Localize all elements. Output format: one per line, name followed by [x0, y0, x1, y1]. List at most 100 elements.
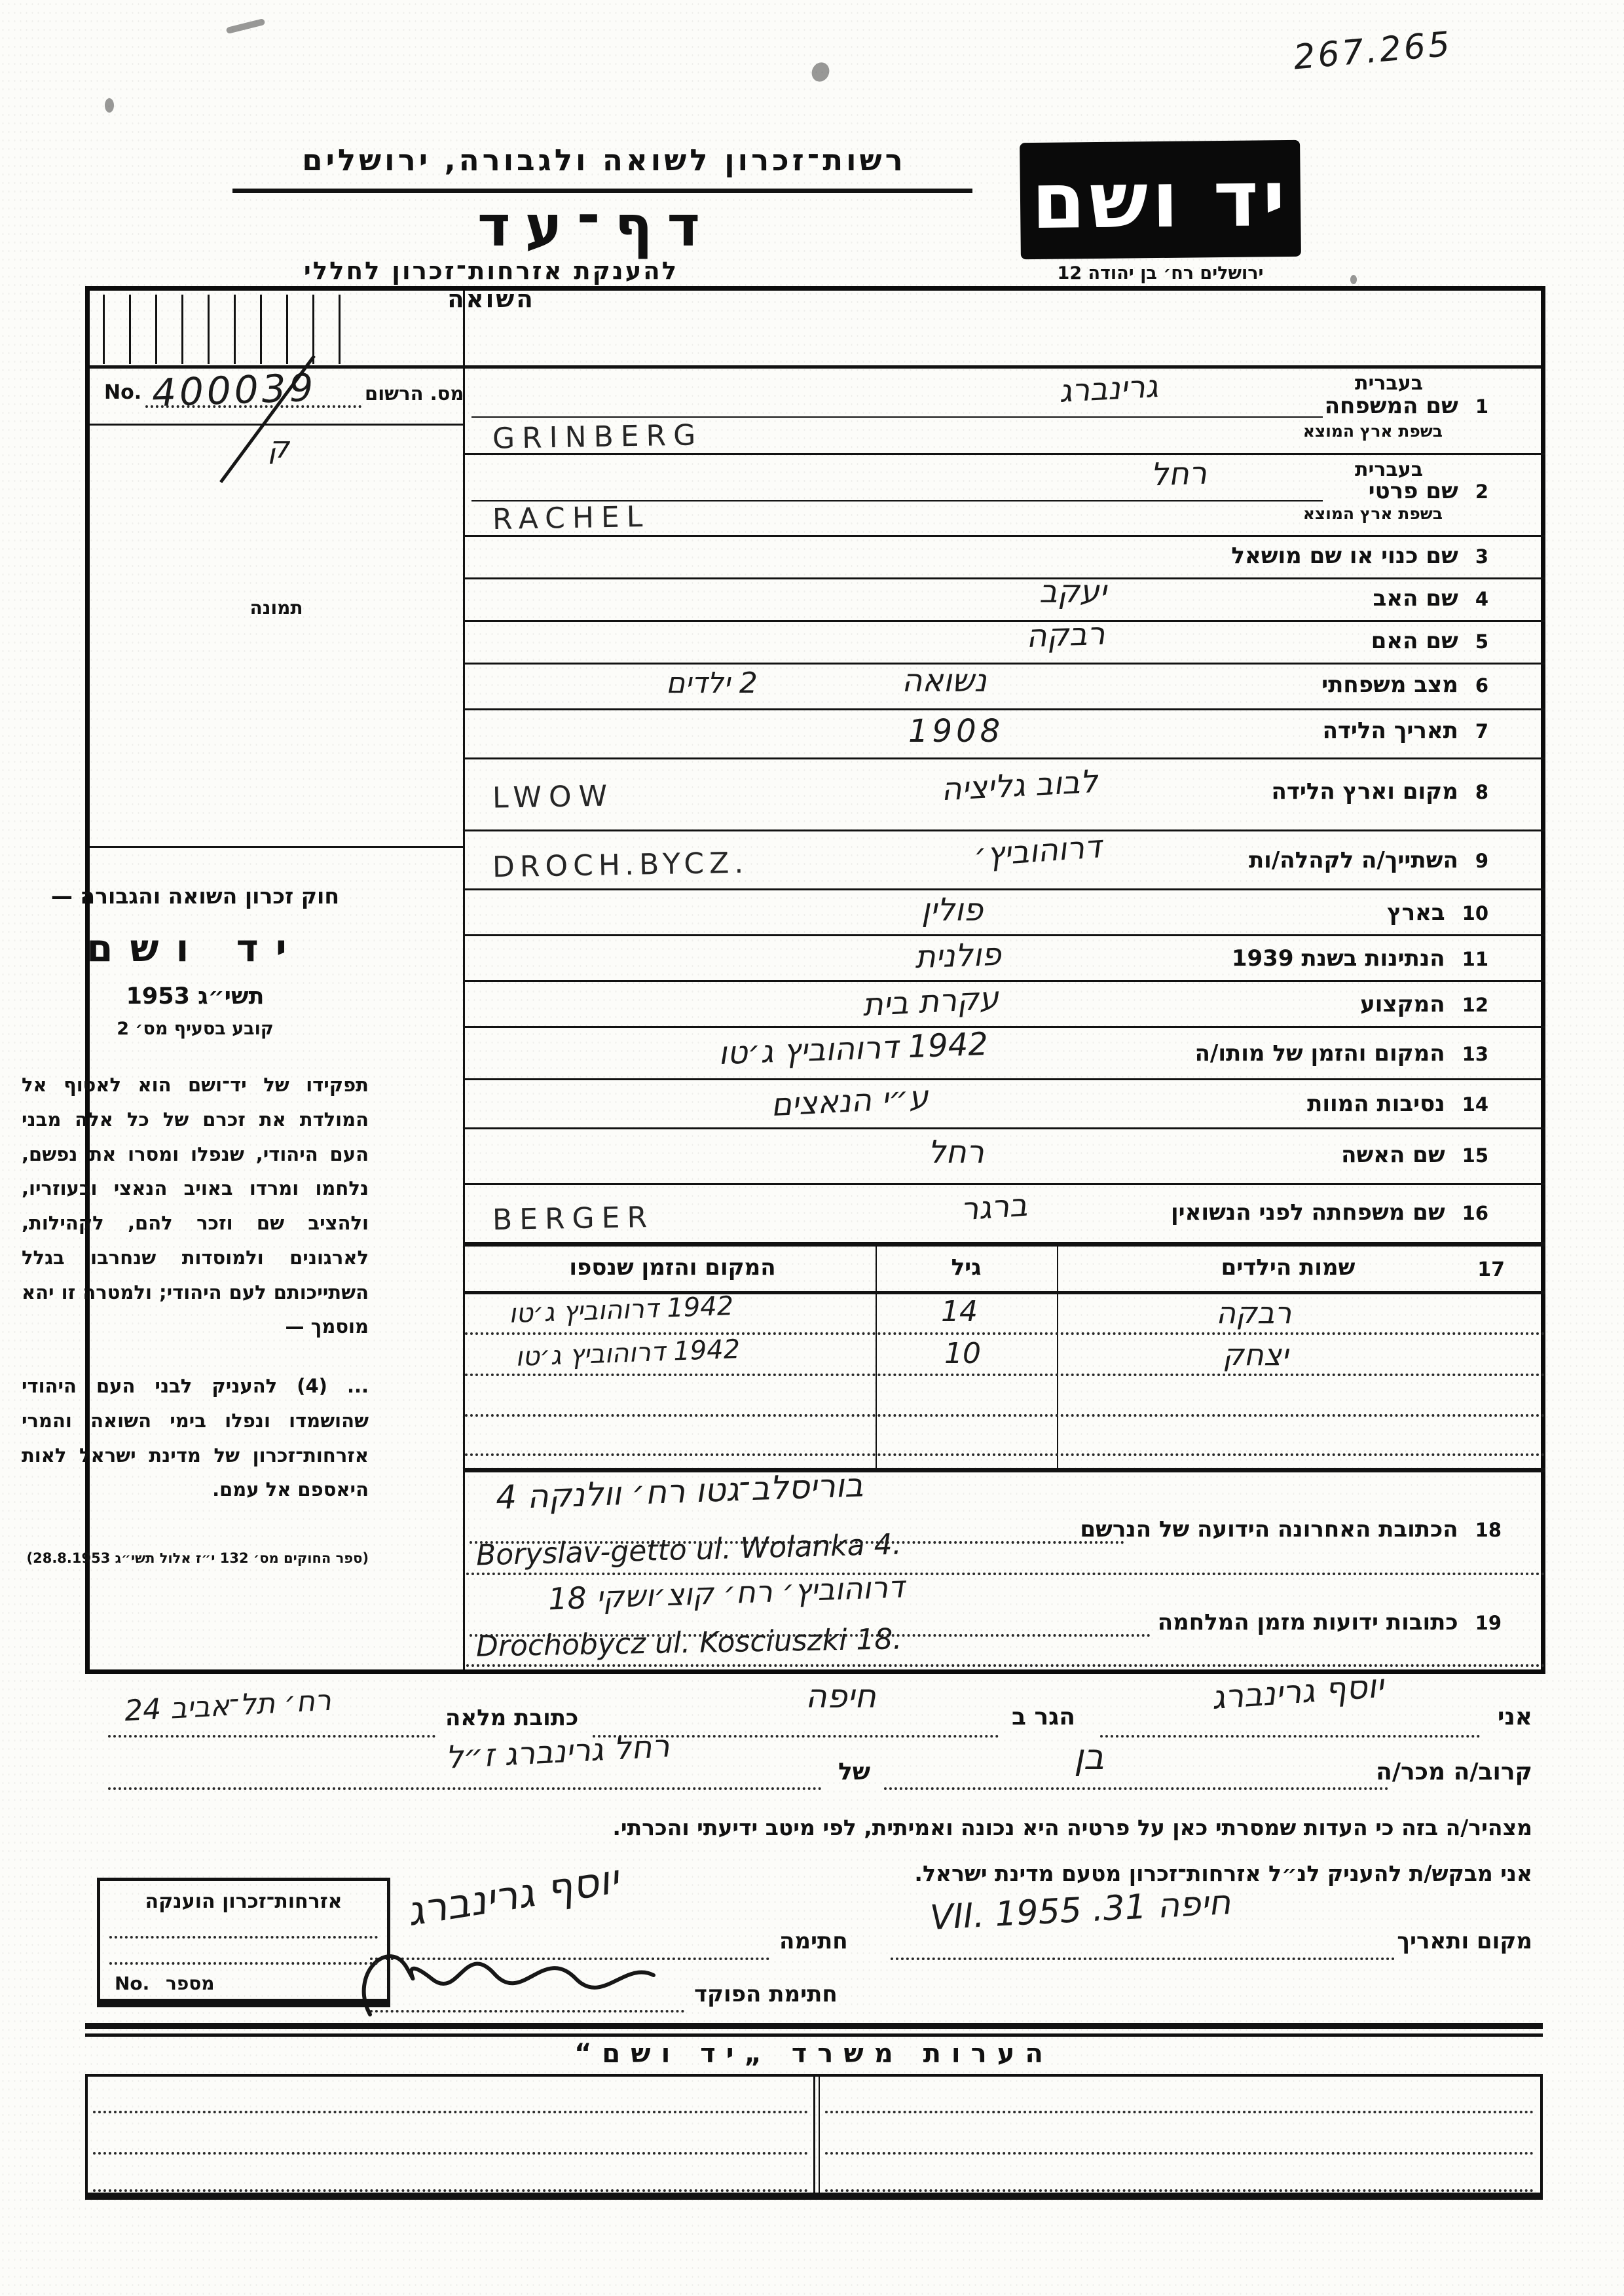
- field-12-label: 12המקצוע: [1360, 991, 1488, 1017]
- rule: [465, 934, 1545, 936]
- dotted-rule: [108, 1787, 822, 1790]
- field-19-value-hebrew: דרוהוביץ׳ רח׳ קוצ׳ושקי 18: [547, 1569, 905, 1617]
- child-row-1-name: רבקה: [1216, 1295, 1292, 1330]
- field-16-label: 16שם משפחתה לפני הנשואין: [1170, 1199, 1488, 1226]
- field-2-label: 2שם פרטי: [1368, 478, 1488, 504]
- dotted-rule: [593, 1735, 999, 1738]
- writing-line: [471, 416, 1323, 418]
- law-name: יד ושם: [86, 926, 304, 970]
- thick-rule: [85, 2023, 1543, 2029]
- dotted-rule: [370, 1958, 769, 1960]
- field-19-label: 19כתובות ידועות מזמן המלחמה: [1157, 1609, 1502, 1635]
- dotted-rule: [1100, 1735, 1480, 1738]
- registration-no-label: No.: [104, 381, 142, 404]
- rule: [90, 846, 463, 848]
- field-2-value-latin: RACHEL: [492, 500, 650, 537]
- photo-placeholder-label: תמונה: [249, 597, 303, 619]
- rule: [465, 535, 1545, 537]
- column-divider-rule: [463, 291, 465, 1669]
- granted-box-number-label: מספר: [166, 1973, 215, 1994]
- field-4-label: 4שם האב: [1373, 585, 1488, 611]
- field-6-value: נשואה: [902, 663, 987, 699]
- official-signature-scribble: [361, 1954, 655, 2016]
- dotted-rule: [145, 405, 361, 408]
- tick-mark: [129, 295, 131, 364]
- dotted-rule: [466, 1573, 1545, 1575]
- place-date-label: מקום ותאריך: [1397, 1928, 1532, 1954]
- writing-line: [471, 500, 1323, 501]
- thick-rule: [465, 1468, 1545, 1472]
- field-5-label: 5שם האם: [1371, 628, 1488, 654]
- relation-handwritten: בן: [1074, 1736, 1104, 1777]
- dotted-rule: [109, 1936, 378, 1939]
- tick-mark: [155, 295, 157, 364]
- tick-mark: [286, 295, 288, 364]
- field-15-label: 15שם האשה: [1341, 1142, 1488, 1168]
- scan-artifact: [225, 18, 266, 35]
- dotted-rule: [466, 1664, 1545, 1667]
- form-title: דף־עד: [477, 194, 715, 259]
- field-11-label: 11הנתינות בשנת 1939: [1231, 945, 1488, 972]
- tick-mark: [181, 295, 183, 364]
- citizenship-granted-box: אזרחות־זכרון הוענקה No. מספר: [97, 1878, 390, 2007]
- field-6-value-2: 2 ילדים: [666, 666, 758, 700]
- rule: [465, 1026, 1545, 1028]
- field-1-value-latin: GRINBERG: [492, 418, 703, 456]
- field-5-value: רבקה: [1025, 615, 1106, 655]
- law-body-1: תפקידו של יד־ושם הוא לאסוף אל המולדת את …: [22, 1074, 369, 1338]
- deceased-name-handwritten: רחל גרינברג ז״ל: [444, 1728, 671, 1776]
- dotted-rule: [465, 1453, 1545, 1456]
- field-9-value-hebrew: דרוהוביץ׳: [972, 828, 1103, 874]
- field-10-label: 10בארץ: [1387, 900, 1488, 926]
- resides-label: הגר ב: [1012, 1704, 1075, 1730]
- registration-heb-label: מס. הרשום: [365, 382, 464, 405]
- declarant-address-handwritten: רח׳ תל־אביב 24: [123, 1683, 332, 1728]
- rule: [465, 453, 1545, 455]
- field-8-value-hebrew: לבוב גליציה: [940, 763, 1099, 809]
- main-form-box: No. מס. הרשום 400039 ק תמונה חוק זכרון ה…: [22, 286, 1545, 1674]
- field-19-value-latin: Drochobycz ul. Kosciuszki 18.: [475, 1622, 902, 1664]
- field-10-value: פולין: [921, 892, 984, 928]
- field-16-value-hebrew: ברגר: [959, 1186, 1029, 1228]
- field-2-value-hebrew: רחל: [1150, 454, 1208, 494]
- law-clause: קובע בסעיף מס׳ 2: [117, 1019, 274, 1039]
- table-column-divider: [876, 1242, 877, 1468]
- tick-mark: [234, 295, 236, 364]
- field-7-value: 1908: [908, 713, 1005, 750]
- yad-vashem-logo: יד ושם: [1020, 139, 1301, 260]
- registration-number-handwritten: 400039: [151, 365, 318, 416]
- rule: [465, 888, 1545, 890]
- dotted-rule: [109, 1962, 378, 1965]
- tick-mark: [208, 295, 210, 364]
- children-place-header: המקום והזמן שנספו: [569, 1254, 776, 1281]
- field-17-number: 17: [1477, 1258, 1505, 1281]
- rule: [465, 708, 1545, 710]
- rule: [465, 663, 1545, 665]
- dotted-rule: [825, 2189, 1534, 2192]
- child-row-2-age: 10: [944, 1337, 981, 1370]
- dotted-rule: [93, 2152, 808, 2155]
- field-11-value: פולנית: [914, 936, 1002, 976]
- tick-mark: [339, 295, 341, 364]
- field-12-value: עקרת בית: [861, 979, 1000, 1024]
- law-body-2: ... (4) להעניק לבני העם היהודי שהושמדו ו…: [22, 1375, 369, 1501]
- dotted-rule: [108, 1735, 435, 1738]
- rule: [465, 757, 1545, 759]
- field-9-value-latin: DROCH.BYCZ.: [492, 846, 749, 884]
- field-1-value-hebrew: גרינברג: [1058, 368, 1159, 410]
- rule: [465, 1291, 1545, 1294]
- declarant-name-handwritten: יוסף גרינברג: [1210, 1666, 1385, 1717]
- authority-underline-rule: [232, 189, 972, 193]
- scan-artifact: [105, 98, 114, 113]
- dotted-rule: [370, 2010, 684, 2013]
- dotted-rule: [465, 1414, 1545, 1417]
- pen-letter-mark: ק: [268, 429, 289, 465]
- of-label: של: [838, 1758, 871, 1785]
- child-row-2-name: יצחק: [1223, 1337, 1289, 1372]
- declarant-city-handwritten: חיפה: [805, 1677, 876, 1715]
- declaration-statement: מצהיר/ה בזה כי העדות שמסרתי כאן על פרטיה…: [612, 1815, 1532, 1840]
- rule: [90, 365, 1541, 369]
- rule: [465, 1078, 1545, 1080]
- dotted-rule: [884, 1787, 1388, 1790]
